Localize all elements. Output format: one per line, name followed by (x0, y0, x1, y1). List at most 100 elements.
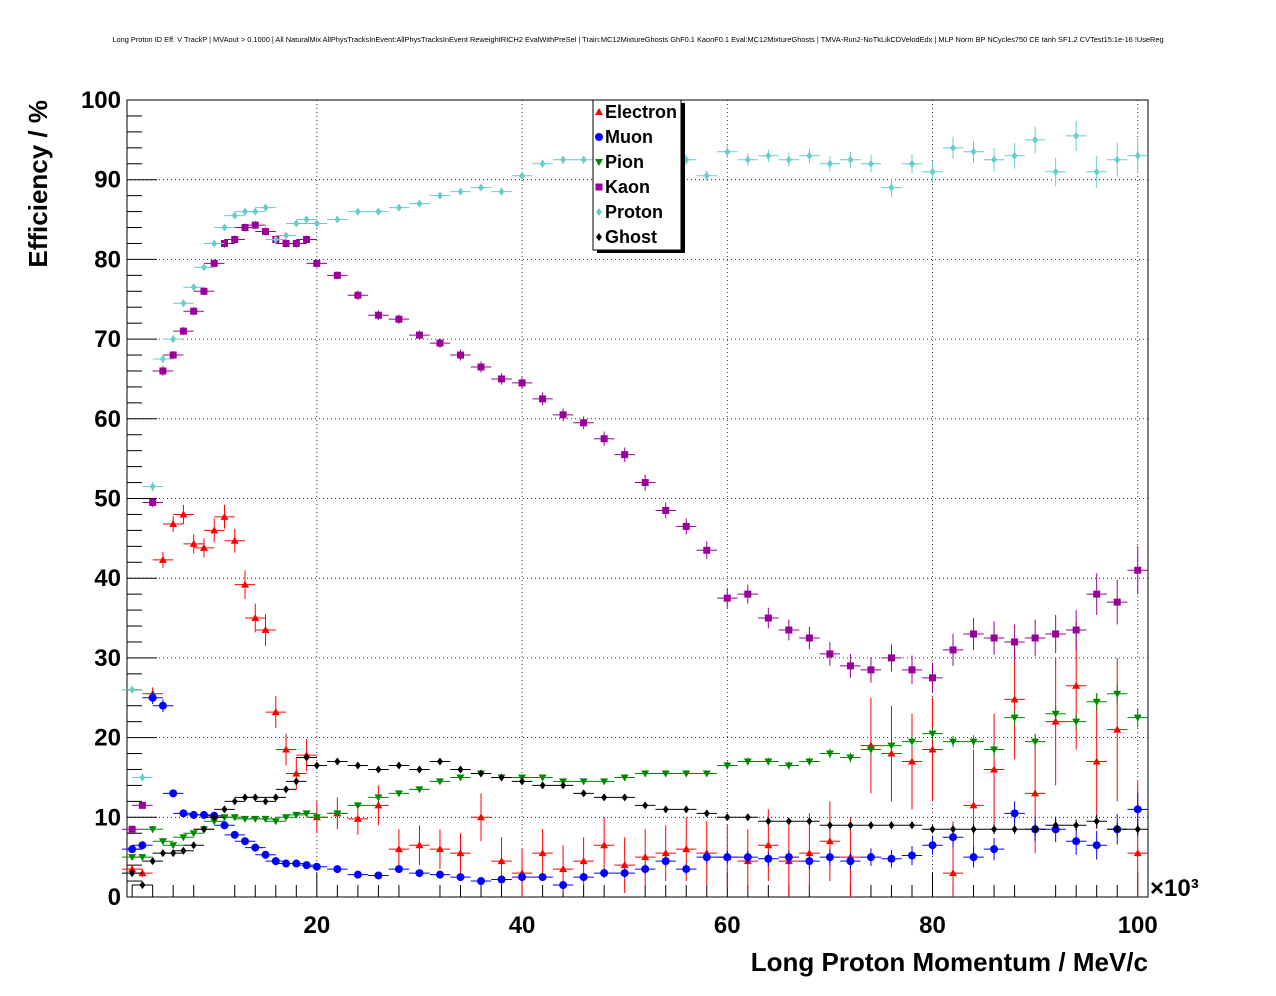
ghost-point (1052, 821, 1059, 830)
electron-point (990, 765, 999, 773)
muon-point (784, 853, 793, 862)
electron-point (559, 865, 568, 873)
legend-label-muon: Muon (605, 127, 653, 147)
pion-point (435, 778, 444, 786)
ghost-point (765, 817, 772, 826)
electron-point (394, 845, 403, 853)
kaon-point (785, 626, 793, 634)
kaon-point (436, 339, 444, 347)
ghost-point (806, 817, 813, 826)
muon-point (887, 854, 896, 863)
kaon-point (559, 411, 567, 419)
series-muon (121, 691, 1148, 890)
muon-point (1010, 809, 1019, 818)
pion-point (158, 838, 167, 846)
proton-point (867, 159, 874, 168)
proton-point (159, 355, 166, 364)
proton-point (457, 187, 464, 196)
proton-point (334, 215, 341, 224)
ghost-point (498, 773, 505, 782)
electron-point (538, 849, 547, 857)
y-tick-label: 40 (94, 565, 121, 592)
proton-point (806, 151, 813, 160)
y-tick-label: 100 (81, 87, 121, 114)
proton-point (724, 147, 731, 156)
pion-point (969, 738, 978, 746)
muon-point (518, 873, 527, 882)
ghost-point (375, 765, 382, 774)
ghost-point (950, 825, 957, 834)
pion-point (302, 810, 311, 818)
proton-point (703, 171, 710, 180)
y-axis-title: Efficiency / % (23, 100, 53, 268)
ghost-point (1114, 825, 1121, 834)
electron-point (1092, 757, 1101, 765)
kaon-point (744, 590, 752, 598)
y-tick-label: 70 (94, 326, 121, 353)
pion-point (415, 786, 424, 794)
electron-point (189, 539, 198, 547)
kaon-point (415, 331, 423, 339)
pion-point (210, 818, 219, 826)
kaon-point (395, 315, 403, 323)
electron-point (261, 626, 270, 634)
electron-point (1072, 681, 1081, 689)
muon-point (1092, 841, 1101, 850)
ghost-point (149, 857, 156, 866)
legend-label-ghost: Ghost (605, 227, 657, 247)
ghost-point (991, 825, 998, 834)
muon-point (477, 877, 486, 886)
muon-point (230, 830, 239, 839)
electron-point (353, 814, 362, 822)
y-tick-label: 50 (94, 486, 121, 513)
y-tick-label: 30 (94, 645, 121, 672)
kaon-point (292, 239, 300, 247)
electron-point (907, 757, 916, 765)
ghost-point (190, 841, 197, 850)
x-axis-title: Long Proton Momentum / MeV/c (751, 947, 1148, 977)
muon-point (169, 789, 178, 798)
pion-point (1051, 710, 1060, 718)
proton-point (991, 155, 998, 164)
muon-point (969, 853, 978, 862)
kaon-point (149, 498, 157, 506)
electron-point (1010, 695, 1019, 703)
pion-point (1010, 714, 1019, 722)
muon-point (148, 693, 157, 702)
proton-point (1032, 135, 1039, 144)
proton-point (139, 773, 146, 782)
pion-point (230, 814, 239, 822)
muon-point (1072, 837, 1081, 846)
x-tick-label: 60 (714, 912, 741, 939)
electron-point (199, 543, 208, 551)
proton-point (180, 299, 187, 308)
proton-point (580, 155, 587, 164)
muon-point (579, 873, 588, 882)
muon-point (805, 857, 814, 866)
muon-point (907, 851, 916, 860)
pion-point (907, 738, 916, 746)
ghost-point (457, 765, 464, 774)
proton-point (252, 207, 259, 216)
proton-point (1134, 151, 1141, 160)
electron-point (1113, 725, 1122, 733)
kaon-point (662, 506, 670, 514)
proton-point (211, 239, 218, 248)
pion-point (282, 814, 291, 822)
pion-point (641, 770, 650, 778)
legend-label-electron: Electron (605, 102, 677, 122)
y-tick-label: 90 (94, 167, 121, 194)
proton-point (950, 143, 957, 152)
series-ghost (121, 753, 1148, 890)
muon-point (702, 853, 711, 862)
pion-point (949, 738, 958, 746)
kaon-point (703, 546, 711, 554)
pion-point (1113, 690, 1122, 698)
ghost-point (662, 805, 669, 814)
proton-point (272, 235, 279, 244)
kaon-point (1093, 590, 1101, 598)
proton-point (190, 283, 197, 292)
proton-point (785, 155, 792, 164)
legend-marker-muon (595, 133, 603, 141)
ghost-point (683, 805, 690, 814)
